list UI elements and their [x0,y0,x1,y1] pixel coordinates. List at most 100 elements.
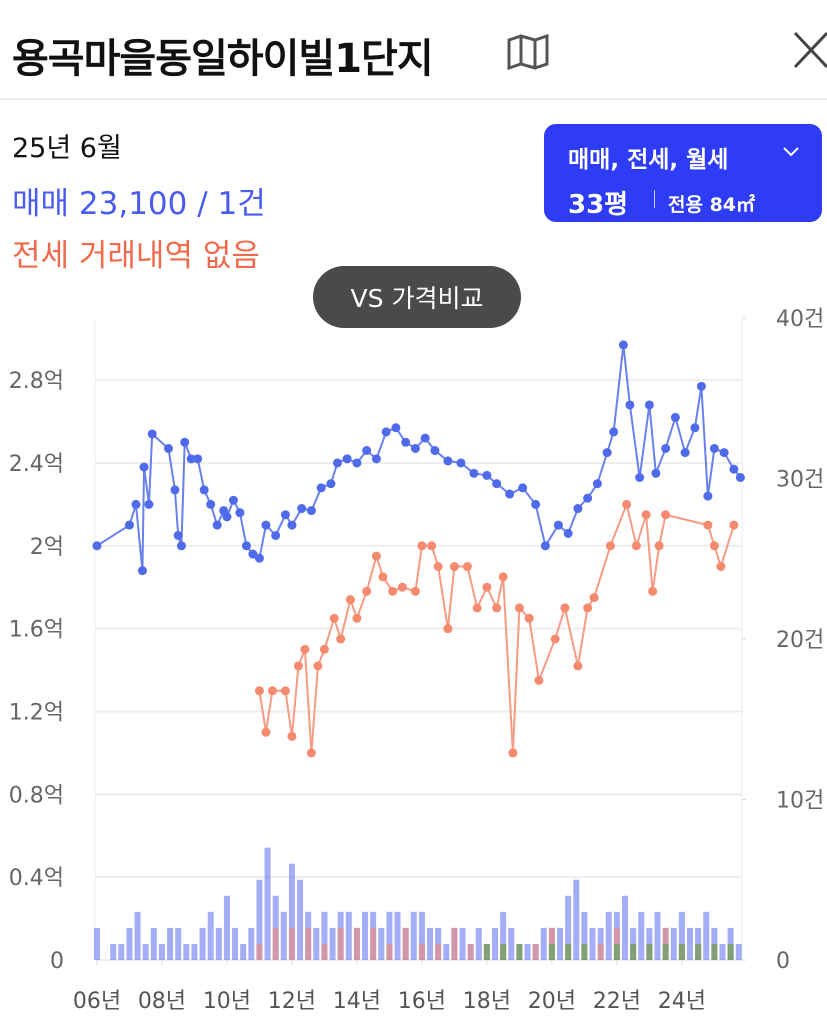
price-point [163,443,173,453]
y-tick-label: 2.8억 [9,369,64,394]
price-point [482,582,492,592]
x-tick-label: 06년 [73,989,121,1014]
volume-bar [394,911,401,960]
price-point [644,400,654,410]
volume-bar [370,927,377,960]
price-point [180,437,190,447]
price-point [498,572,508,582]
price-point [654,541,664,551]
volume-bar [703,911,710,960]
volume-bar [483,943,490,960]
price-point [332,458,342,468]
x-tick-label: 22년 [593,989,641,1014]
price-point [206,499,216,509]
map-icon[interactable] [506,34,550,70]
price-point [524,613,534,623]
price-point [306,506,316,516]
volume-bar [345,911,352,960]
y2-tick-label: 0 [776,949,790,974]
price-point [362,586,372,596]
price-point [92,541,102,551]
volume-bar [288,927,295,960]
volume-bar [565,895,572,960]
volume-bar [386,911,393,960]
price-point [651,468,661,478]
volume-bar [435,943,442,960]
x-tick-label: 14년 [333,989,381,1014]
volume-bar [687,927,694,960]
price-point [319,644,329,654]
price-point [696,381,706,391]
volume-bar [410,911,417,960]
volume-bar [719,943,726,960]
close-button[interactable] [792,30,827,70]
jeonse-summary: 전세 거래내역 없음 [12,238,260,274]
complex-title: 용곡마을동일하이빌1단지 [12,36,434,82]
x-tick-label: 18년 [463,989,511,1014]
volume-bar [297,879,304,960]
y2-tick-label: 20건 [776,628,824,653]
price-point [267,686,277,696]
price-point [573,504,583,514]
price-point [560,603,570,613]
chevron [783,147,799,157]
y2-tick-label: 10건 [776,789,824,814]
compare-button[interactable]: VS 가격비교 [313,266,521,328]
price-point [329,613,339,623]
price-point [505,489,515,499]
volume-bar [321,943,328,960]
price-point [609,427,619,437]
price-point [508,748,518,758]
price-point [729,464,739,474]
price-point [449,562,459,572]
volume-bar [597,943,604,960]
volume-bar [150,927,157,960]
price-point [420,433,430,443]
price-point [186,454,196,464]
price-point [514,603,524,613]
price-point [443,624,453,634]
price-point [592,479,602,489]
volume-bar [573,879,580,960]
price-point [293,661,303,671]
price-point [703,520,713,530]
price-point [648,586,658,596]
price-point [313,661,323,671]
price-point [144,499,154,509]
volume-bar [362,911,369,960]
price-point [287,731,297,741]
volume-bar [402,927,409,960]
volume-bar [581,911,588,960]
volume-bar [565,943,572,960]
volume-bar [353,927,360,960]
price-point [641,510,651,520]
filter-button[interactable]: 매매, 전세, 월세 33평 전용 84㎡ [544,124,822,222]
price-point [635,472,645,482]
price-point [518,483,528,493]
volume-bar [605,911,612,960]
price-point [271,530,281,540]
y-tick-label: 0 [50,949,64,974]
y2-tick-label: 40건 [776,307,824,332]
volume-bar [183,943,190,960]
volume-bar [288,863,295,960]
price-point [690,423,700,433]
volume-bar [654,911,661,960]
volume-bar [638,911,645,960]
price-point [472,603,482,613]
volume-bar [548,943,555,960]
price-point [306,748,316,758]
size-label: 33평 [568,190,629,220]
price-point [531,499,541,509]
price-point [371,454,381,464]
price-point [371,551,381,561]
volume-bar [500,911,507,960]
volume-bar [305,927,312,960]
volume-bar [589,927,596,960]
divider [0,98,827,100]
volume-bar [540,927,547,960]
volume-bar [492,927,499,960]
volume-bar [240,943,247,960]
volume-bar [557,927,564,960]
